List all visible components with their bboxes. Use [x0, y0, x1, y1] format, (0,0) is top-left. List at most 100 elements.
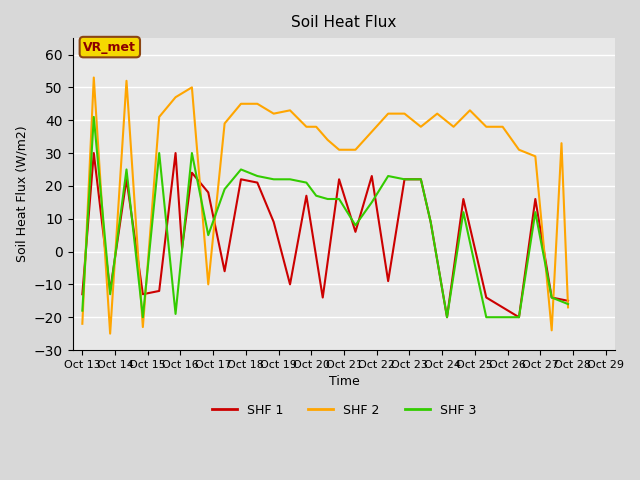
SHF 1 [270, 219, 278, 225]
SHF 1 [384, 278, 392, 284]
SHF 1 [237, 177, 245, 182]
SHF 2 [221, 120, 228, 126]
SHF 3 [79, 308, 86, 313]
SHF 1 [286, 281, 294, 287]
SHF 3 [221, 186, 228, 192]
SHF 2 [286, 108, 294, 113]
SHF 3 [427, 219, 435, 225]
SHF 2 [417, 124, 425, 130]
Y-axis label: Soil Heat Flux (W/m2): Soil Heat Flux (W/m2) [15, 126, 28, 263]
SHF 2 [548, 327, 556, 333]
SHF 2 [515, 147, 523, 153]
SHF 3 [351, 222, 359, 228]
SHF 2 [90, 74, 98, 80]
SHF 3 [139, 314, 147, 320]
SHF 3 [270, 177, 278, 182]
SHF 1 [156, 288, 163, 294]
SHF 1 [335, 177, 343, 182]
SHF 2 [237, 101, 245, 107]
Line: SHF 1: SHF 1 [83, 153, 568, 317]
SHF 3 [335, 196, 343, 202]
SHF 2 [139, 324, 147, 330]
SHF 1 [427, 219, 435, 225]
SHF 2 [433, 111, 441, 117]
SHF 1 [417, 177, 425, 182]
SHF 1 [172, 150, 179, 156]
SHF 2 [303, 124, 310, 130]
SHF 1 [401, 177, 408, 182]
SHF 3 [237, 167, 245, 172]
Title: Soil Heat Flux: Soil Heat Flux [291, 15, 397, 30]
SHF 1 [515, 314, 523, 320]
SHF 1 [531, 196, 539, 202]
SHF 3 [531, 209, 539, 215]
SHF 3 [204, 232, 212, 238]
SHF 3 [368, 199, 376, 205]
SHF 1 [123, 177, 131, 182]
SHF 3 [286, 177, 294, 182]
SHF 2 [483, 124, 490, 130]
SHF 3 [515, 314, 523, 320]
SHF 2 [106, 331, 114, 336]
SHF 1 [79, 291, 86, 297]
Line: SHF 2: SHF 2 [83, 77, 568, 334]
Text: VR_met: VR_met [83, 41, 136, 54]
SHF 3 [564, 301, 572, 307]
SHF 1 [303, 193, 310, 199]
SHF 1 [483, 295, 490, 300]
SHF 1 [564, 298, 572, 304]
SHF 3 [460, 209, 467, 215]
SHF 2 [324, 137, 332, 143]
SHF 1 [443, 314, 451, 320]
SHF 2 [557, 140, 565, 146]
SHF 1 [253, 180, 261, 185]
Line: SHF 3: SHF 3 [83, 117, 568, 317]
SHF 1 [460, 196, 467, 202]
SHF 2 [335, 147, 343, 153]
SHF 2 [401, 111, 408, 117]
SHF 3 [253, 173, 261, 179]
SHF 3 [324, 196, 332, 202]
SHF 2 [188, 84, 196, 90]
SHF 1 [90, 150, 98, 156]
X-axis label: Time: Time [328, 375, 360, 388]
SHF 3 [123, 167, 131, 172]
SHF 3 [90, 114, 98, 120]
SHF 3 [548, 295, 556, 300]
SHF 1 [106, 288, 114, 294]
SHF 1 [221, 268, 228, 274]
SHF 3 [303, 180, 310, 185]
SHF 3 [156, 150, 163, 156]
SHF 1 [319, 295, 326, 300]
SHF 3 [312, 193, 320, 199]
SHF 3 [172, 311, 179, 317]
SHF 2 [450, 124, 458, 130]
Legend: SHF 1, SHF 2, SHF 3: SHF 1, SHF 2, SHF 3 [207, 399, 481, 422]
SHF 2 [204, 281, 212, 287]
SHF 3 [384, 173, 392, 179]
SHF 2 [123, 78, 131, 84]
SHF 3 [443, 314, 451, 320]
SHF 2 [499, 124, 506, 130]
SHF 2 [466, 108, 474, 113]
SHF 2 [270, 111, 278, 117]
SHF 2 [156, 114, 163, 120]
SHF 2 [351, 147, 359, 153]
SHF 1 [139, 291, 147, 297]
SHF 2 [531, 154, 539, 159]
SHF 3 [188, 150, 196, 156]
SHF 3 [106, 291, 114, 297]
SHF 2 [384, 111, 392, 117]
SHF 1 [368, 173, 376, 179]
SHF 1 [204, 190, 212, 195]
SHF 3 [483, 314, 490, 320]
SHF 2 [253, 101, 261, 107]
SHF 3 [417, 177, 425, 182]
SHF 1 [548, 295, 556, 300]
SHF 1 [188, 170, 196, 176]
SHF 2 [79, 321, 86, 327]
SHF 1 [179, 245, 186, 251]
SHF 1 [351, 229, 359, 235]
SHF 2 [172, 95, 179, 100]
SHF 2 [564, 304, 572, 310]
